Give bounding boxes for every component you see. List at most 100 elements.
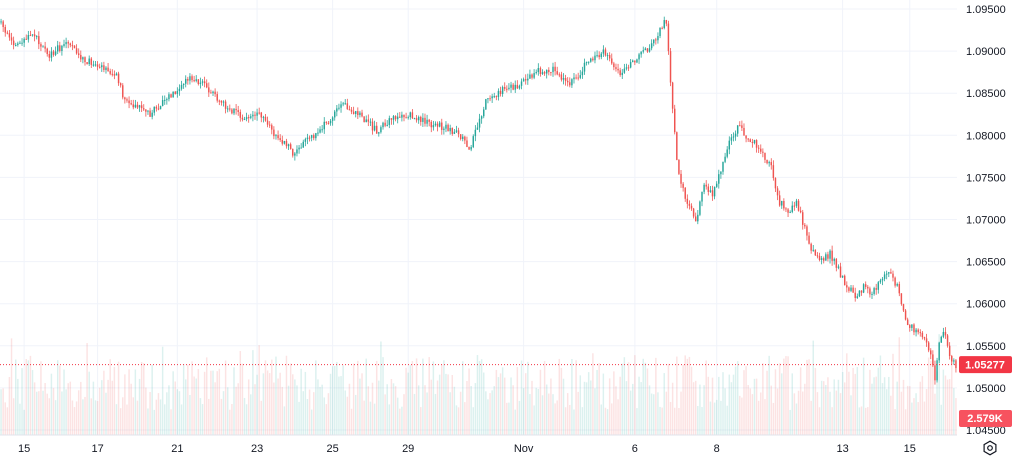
volume-bar [157, 393, 160, 435]
volume-bar [367, 386, 370, 435]
candle-body [822, 258, 825, 261]
candle-body [296, 149, 298, 154]
volume-bar [564, 407, 567, 435]
candle-body [634, 60, 636, 63]
candle-body [317, 132, 319, 134]
volume-bar [739, 395, 741, 435]
volume-bar [833, 379, 835, 435]
volume-bar [317, 379, 319, 435]
candle-body [569, 82, 571, 86]
chart-settings-button[interactable] [981, 439, 999, 457]
candle-body [128, 100, 130, 104]
price-axis[interactable]: 1.09500 1.09000 1.08500 1.08000 1.07500 1.070… [966, 4, 1006, 437]
volume-bar [856, 367, 859, 435]
volume-bar [231, 403, 233, 435]
volume-bar [923, 401, 926, 435]
volume-bar [48, 398, 51, 435]
candle-body [424, 117, 426, 124]
candle-body [529, 74, 531, 79]
volume-bar [802, 391, 804, 435]
volume-bar [499, 373, 502, 435]
volume-bar [806, 359, 808, 435]
candle-body [4, 27, 6, 33]
volume-bar [382, 357, 384, 435]
volume-bar [890, 395, 892, 435]
volume-bar [143, 363, 145, 435]
candle-body [459, 134, 462, 140]
volume-bar [149, 391, 151, 435]
volume-bar [720, 400, 722, 435]
volume-bar [268, 373, 271, 435]
volume-bar [195, 378, 197, 435]
volume-bar [304, 371, 307, 435]
candle-body [667, 23, 670, 52]
volume-bar [178, 391, 181, 435]
candle-body [334, 111, 336, 118]
volume-bar [399, 408, 401, 435]
candle-body [911, 324, 913, 328]
candle-body [839, 266, 842, 278]
volume-bar [42, 390, 44, 435]
volume-bar [180, 404, 183, 435]
volume-bar [84, 396, 86, 435]
candle-body [535, 72, 537, 74]
candle-body [187, 78, 189, 81]
candle-body [906, 319, 909, 326]
candle-body [713, 186, 716, 197]
volume-bar [611, 403, 613, 435]
candle-body [623, 68, 626, 73]
volume-bar [634, 355, 636, 435]
candle-body [6, 32, 9, 34]
volume-bar [10, 338, 13, 435]
candle-body [138, 105, 141, 108]
volume-bar [428, 357, 430, 435]
volume-bar [648, 385, 651, 435]
volume-bar [684, 355, 686, 435]
volume-bar [489, 393, 491, 435]
candle-body [224, 101, 227, 109]
candle-body [900, 293, 903, 305]
candle-body [380, 127, 382, 133]
volume-bar [174, 381, 176, 435]
volume-bar [472, 407, 474, 435]
candle-body [323, 121, 325, 130]
volume-bar [524, 373, 527, 435]
volume-bar [239, 351, 242, 435]
candle-body [493, 96, 495, 98]
volume-bar [302, 391, 304, 435]
volume-bar [17, 378, 19, 435]
volume-bar [40, 361, 42, 435]
candle-body [835, 258, 838, 268]
volume-bar [346, 396, 349, 435]
volume-bar [380, 341, 382, 435]
time-axis[interactable]: 15 17 21 23 25 29 Nov 6 8 13 15 [18, 443, 916, 455]
volume-bar [407, 372, 409, 435]
volume-bar [8, 376, 11, 435]
volume-bar [266, 370, 269, 435]
candle-body [946, 335, 949, 346]
volume-bar [277, 378, 279, 435]
candle-body [925, 338, 928, 343]
candle-body [451, 127, 454, 134]
volume-bar [168, 385, 170, 435]
candle-body [470, 147, 472, 150]
volume-bar [709, 401, 712, 435]
volume-bar [932, 361, 934, 435]
volume-bar [80, 381, 82, 435]
candle-body [875, 288, 877, 290]
volume-bar [749, 388, 752, 435]
volume-bar [245, 404, 248, 435]
candle-body [409, 112, 412, 118]
volume-bar [354, 394, 357, 435]
volume-bar [881, 383, 884, 435]
volume-bar [680, 391, 682, 435]
volume-bar [65, 389, 67, 435]
volume-bar [478, 360, 481, 435]
volume-bar [514, 409, 516, 435]
volume-bar [205, 357, 208, 435]
volume-bar [323, 397, 325, 435]
volume-bar [438, 374, 441, 435]
volume-bar [487, 399, 489, 435]
candle-body [615, 67, 617, 69]
